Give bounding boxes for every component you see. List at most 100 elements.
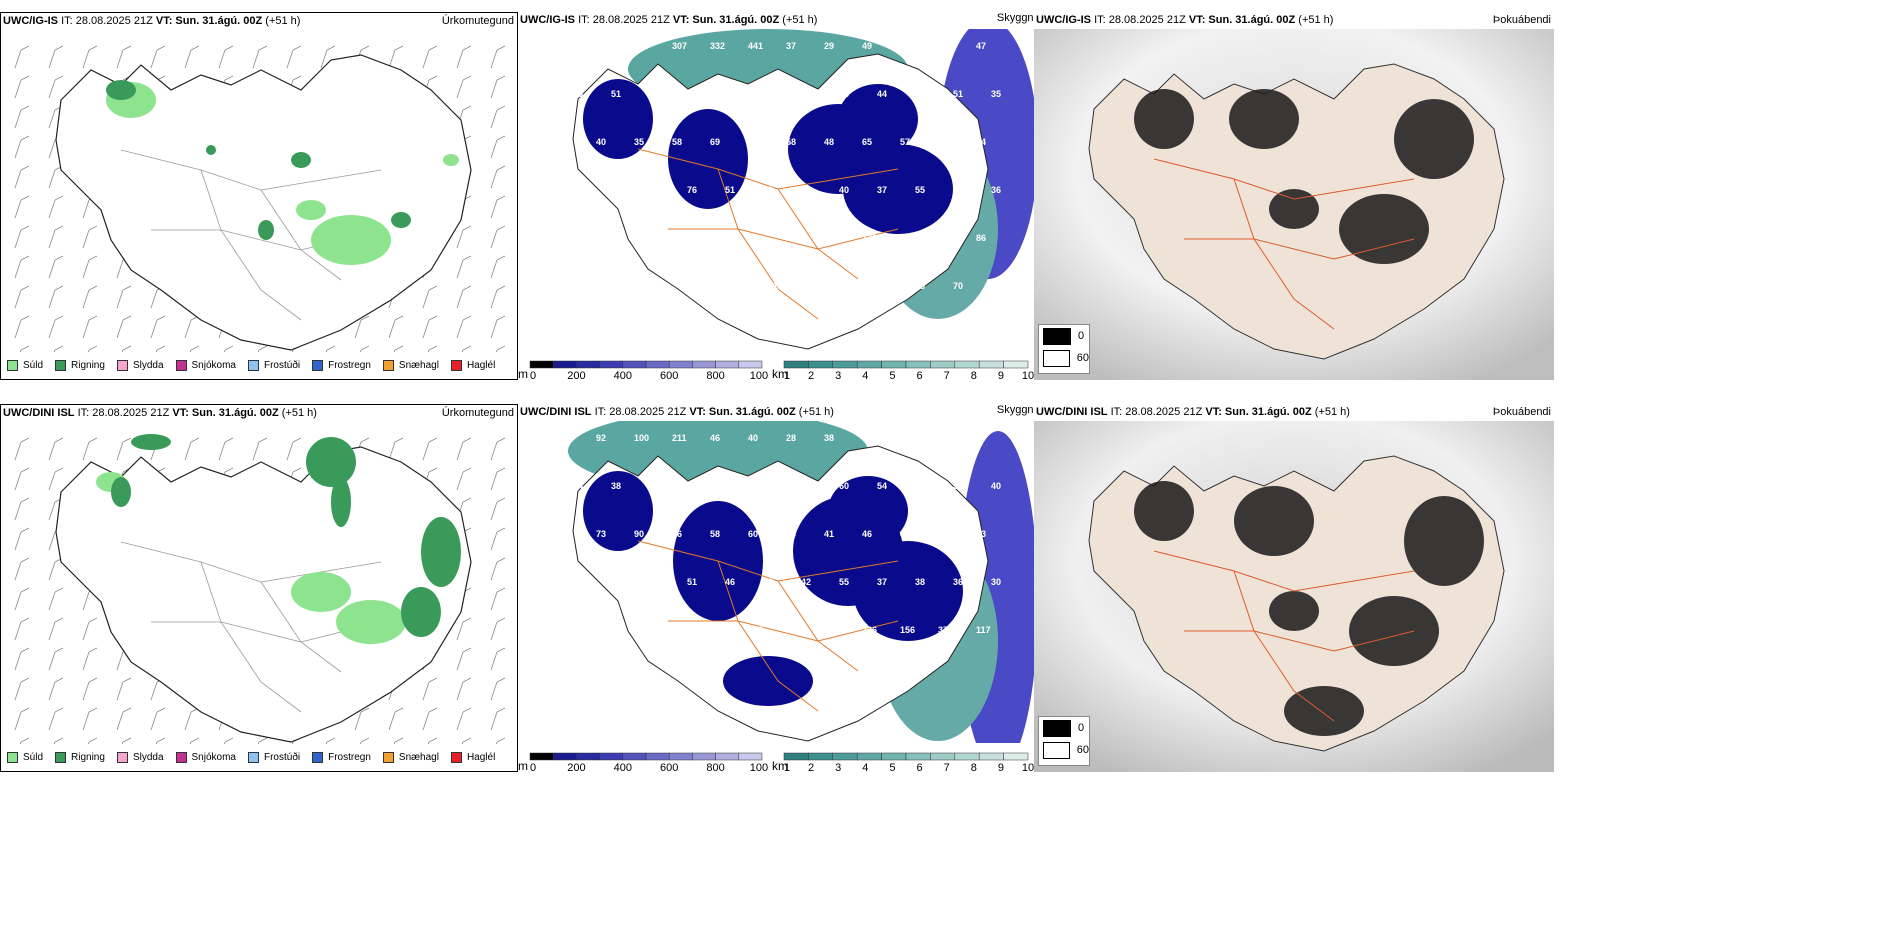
legend-label: Frostregn [328,359,371,371]
legend-item: Slydda [116,359,164,371]
fog-dark-areas [1134,89,1474,264]
visibility-value: 38 [611,481,621,491]
colorbar-tick: 6 [916,762,922,772]
colorbar-segment [599,752,624,761]
wind-barb [116,677,132,701]
wind-barb [116,315,132,339]
legend-item: Snjókoma [175,359,236,371]
wind-barb [495,345,506,352]
model-name: UWC/IG-IS [1036,14,1091,26]
visibility-value: 36 [991,185,1001,195]
precip-type-panel-bottom: UWC/DINI ISL IT: 28.08.2025 21Z VT: Sun.… [0,404,518,772]
wind-barb [82,707,98,731]
visibility-value: 36 [915,481,925,491]
visibility-value: 76 [687,185,697,195]
legend-label: Slydda [132,751,164,763]
init-time: IT: 28.08.2025 21Z [61,15,153,27]
wind-barb [490,225,506,249]
rain-areas [106,80,411,240]
visibility-value: 126 [611,281,626,291]
visibility-value: 33 [558,137,568,147]
visibility-value: 441 [748,41,763,51]
init-time: IT: 28.08.2025 21Z [1110,406,1203,418]
colorbar-segment [599,360,624,369]
colorbar-segment [1003,360,1029,369]
visibility-value: 211 [672,433,687,443]
wind-barb [252,437,268,461]
wind-barb [82,647,98,671]
visibility-value: 33 [938,41,948,51]
visibility-value: 108 [573,281,588,291]
visibility-value: 332 [710,41,725,51]
visibility-value: 32 [672,233,682,243]
wind-barb [48,677,64,701]
wind-barb [320,45,336,69]
colorbar-tick: 200 [567,762,585,772]
wind-barb [82,315,98,339]
wind-barb [14,497,30,521]
visibility-value: 36 [938,137,948,147]
colorbar-segment [715,752,740,761]
visibility-labels: 91 92 100 211 46 40 28 38 31 46 52 49 44 38 55 46 68 175 6… [558,433,1001,683]
wind-barb [490,437,506,461]
init-time: IT: 28.08.2025 21Z [77,407,170,419]
colorbar-segment [692,360,716,369]
wind-barb [427,737,438,744]
visibility-value: 37 [877,185,887,195]
valid-time: VT: Sun. 31.ágú. 00Z [672,14,780,26]
wind-barb [422,437,438,461]
wind-barb [82,285,98,309]
wind-barb [19,737,30,744]
wind-barb [116,285,132,309]
visibility-value: 115 [786,233,801,243]
wind-barb [14,467,30,491]
wind-barb [456,707,472,731]
road-network [1153,158,1415,330]
lead-time: (+51 h) [265,15,301,27]
colorbar-segment [668,360,693,369]
visibility-value: 47 [976,41,986,51]
precip-legend: Súld Rigning Slydda Snjókoma Frostúði Frostre… [1,743,517,771]
drizzle-areas [96,472,406,644]
wind-barb [14,45,30,69]
visibility-value: 186 [801,281,816,291]
legend-item: Snæhagl [382,751,439,763]
lead-time: (+51 h) [782,14,818,26]
wind-barb [14,557,30,581]
visibility-value: 38 [573,185,583,195]
visibility-value: 142 [596,41,611,51]
colorbar-segment [930,360,956,369]
visibility-map: 120 142 139 307 332 441 37 29 49 49 33 47 40 51 60 56 62… [518,29,1034,351]
wind-barb [82,617,98,641]
visibility-value: 73 [596,529,606,539]
legend-swatch [55,751,67,763]
colorbar-segment [576,752,600,761]
visibility-value: 46 [710,433,720,443]
wind-barb [490,467,506,491]
wind-barb [490,75,506,99]
wind-barb [48,707,64,731]
visibility-value: 45 [634,233,644,243]
wind-barb [116,707,132,731]
visibility-value: 36 [763,577,773,587]
visibility-value: 92 [596,433,606,443]
colorbar-unit: km [772,759,788,772]
wind-barb [257,345,268,352]
fog-legend: 0 60 [1038,324,1090,374]
visibility-value: 71 [611,185,621,195]
visibility-value: 34 [558,625,568,635]
precip-type-map [14,434,506,744]
wind-barb [82,677,98,701]
visibility-value: 117 [976,625,991,635]
visibility-value: 37 [611,577,621,587]
visibility-value: 42 [801,577,811,587]
visibility-value: 662 [877,281,892,291]
colorbar-tick: 10 [1022,762,1034,772]
lead-time: (+51 h) [1314,406,1350,418]
colorbar-segment [552,360,577,369]
road-network [637,148,899,320]
visibility-value: 119 [824,233,839,243]
wind-barb [121,345,132,352]
wind-barb [422,285,438,309]
visibility-value: 91 [558,433,568,443]
